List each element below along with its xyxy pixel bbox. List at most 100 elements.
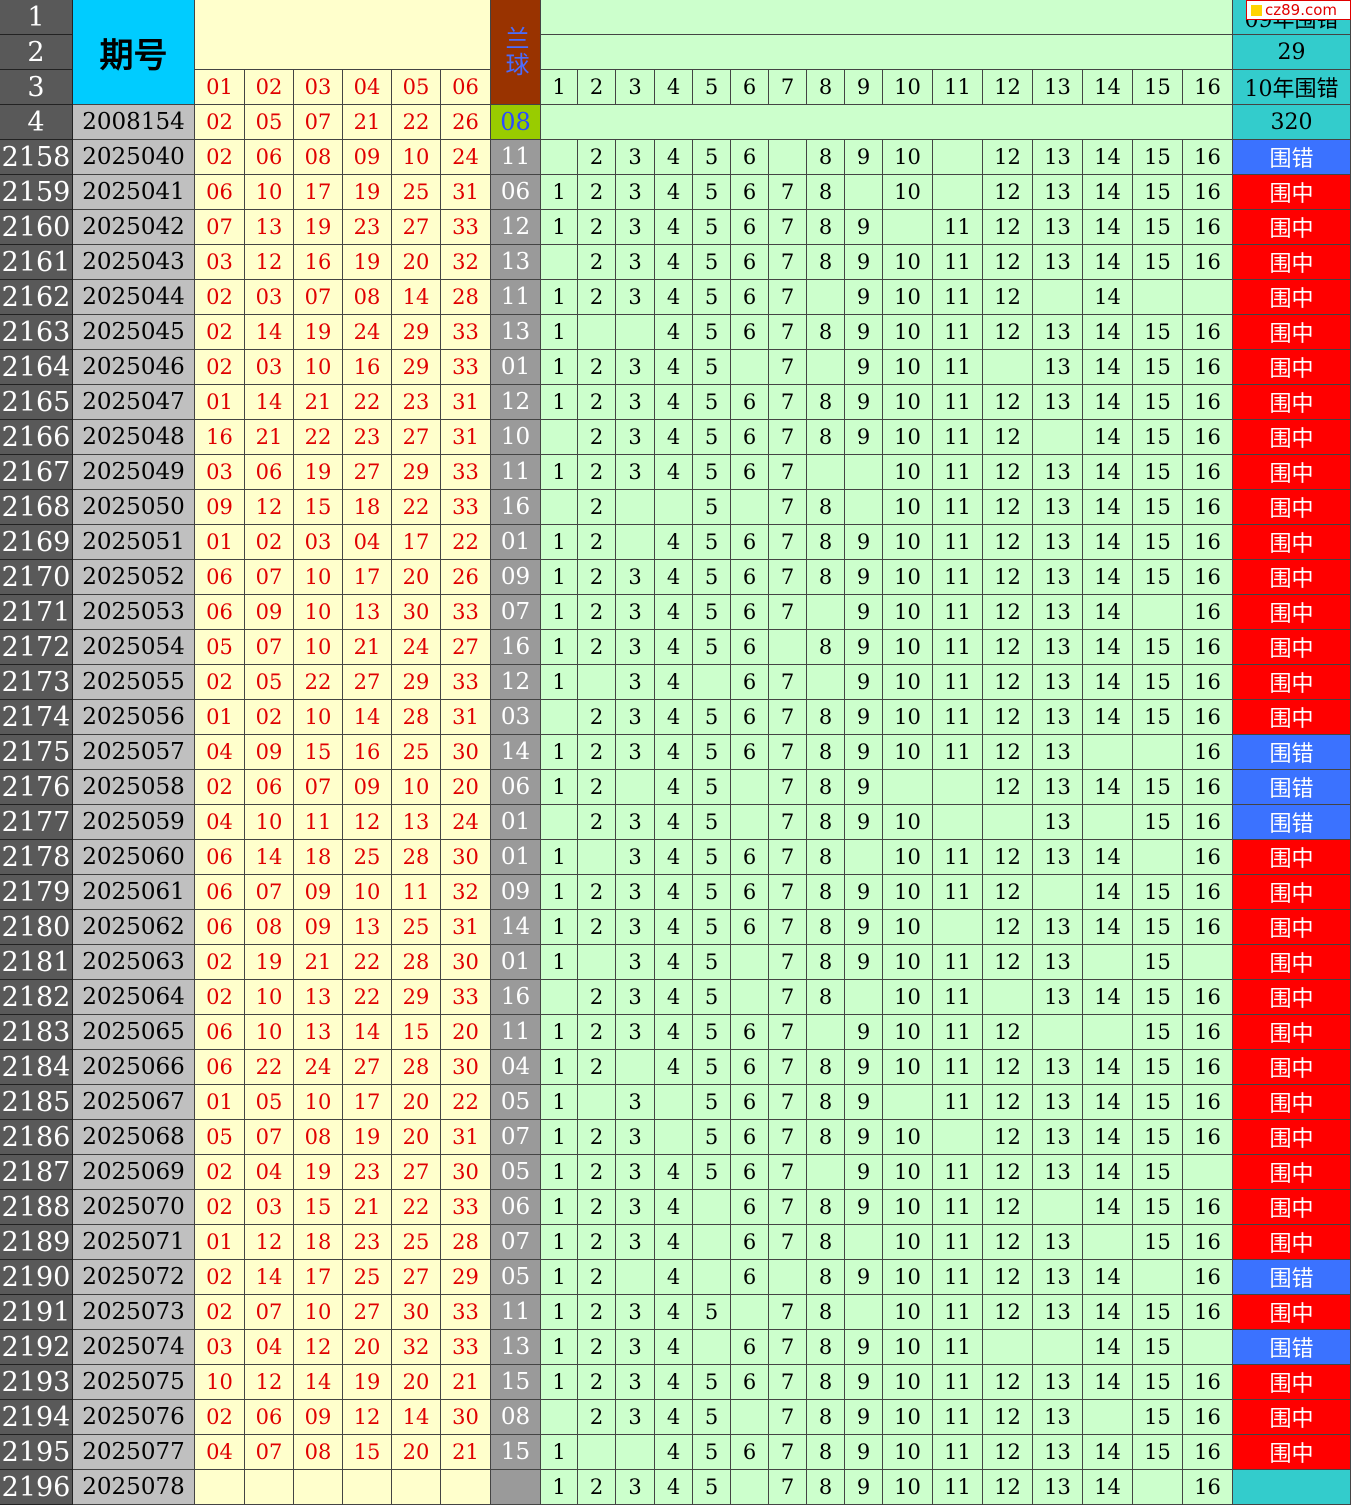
candidate-num-cell[interactable]: 13	[1033, 665, 1083, 700]
hit-status-cell[interactable]: 围中	[1233, 980, 1351, 1015]
candidate-num-cell[interactable]	[1083, 805, 1133, 840]
red-ball-cell[interactable]: 01	[195, 385, 245, 420]
candidate-num-cell[interactable]: 7	[769, 735, 807, 770]
period-cell[interactable]: 2025047	[73, 385, 195, 420]
candidate-num-cell[interactable]: 8	[807, 945, 845, 980]
red-ball-cell[interactable]: 01	[195, 1225, 245, 1260]
candidate-num-cell[interactable]: 5	[693, 595, 731, 630]
candidate-num-cell[interactable]: 8	[807, 1085, 845, 1120]
candidate-num-cell[interactable]: 10	[883, 630, 933, 665]
row-header[interactable]: 2158	[0, 140, 73, 175]
candidate-num-cell[interactable]: 14	[1083, 665, 1133, 700]
candidate-num-cell[interactable]: 7	[769, 910, 807, 945]
candidate-num-cell[interactable]	[693, 1260, 731, 1295]
candidate-num-cell[interactable]: 9	[845, 1365, 883, 1400]
candidate-num-cell[interactable]	[1033, 280, 1083, 315]
candidate-num-cell[interactable]: 16	[1183, 140, 1233, 175]
candidate-num-cell[interactable]: 15	[1133, 630, 1183, 665]
red-ball-cell[interactable]: 19	[343, 1120, 392, 1155]
candidate-num-cell[interactable]	[578, 665, 616, 700]
candidate-num-cell[interactable]: 10	[883, 385, 933, 420]
candidate-num-cell[interactable]: 7	[769, 280, 807, 315]
red-ball-cell[interactable]: 09	[195, 490, 245, 525]
candidate-num-cell[interactable]: 13	[1033, 1050, 1083, 1085]
red-ball-cell[interactable]: 10	[294, 630, 343, 665]
period-cell[interactable]: 2025049	[73, 455, 195, 490]
red-ball-cell[interactable]: 30	[441, 1400, 491, 1435]
period-cell[interactable]: 2025054	[73, 630, 195, 665]
red-ball-cell[interactable]: 04	[245, 1330, 294, 1365]
candidate-num-cell[interactable]: 7	[769, 665, 807, 700]
row-header[interactable]: 2183	[0, 1015, 73, 1050]
num-col-label[interactable]: 8	[807, 70, 845, 105]
candidate-num-cell[interactable]: 6	[731, 315, 769, 350]
candidate-num-cell[interactable]: 13	[1033, 140, 1083, 175]
candidate-num-cell[interactable]: 15	[1133, 1190, 1183, 1225]
candidate-num-cell[interactable]: 10	[883, 1470, 933, 1505]
num-col-label[interactable]: 16	[1183, 70, 1233, 105]
candidate-num-cell[interactable]: 11	[933, 1295, 983, 1330]
row-header[interactable]: 2169	[0, 525, 73, 560]
candidate-num-cell[interactable]: 8	[807, 805, 845, 840]
period-cell[interactable]: 2025078	[73, 1470, 195, 1505]
candidate-num-cell[interactable]: 4	[655, 140, 693, 175]
period-cell[interactable]: 2025056	[73, 700, 195, 735]
red-ball-cell[interactable]: 01	[195, 1085, 245, 1120]
red-ball-cell[interactable]: 19	[343, 175, 392, 210]
num-col-label[interactable]: 9	[845, 70, 883, 105]
candidate-num-cell[interactable]: 2	[578, 805, 616, 840]
candidate-num-cell[interactable]: 13	[1033, 805, 1083, 840]
candidate-num-cell[interactable]: 3	[616, 420, 655, 455]
hit-status-cell[interactable]: 围中	[1233, 1120, 1351, 1155]
candidate-num-cell[interactable]	[1133, 735, 1183, 770]
red-ball-cell[interactable]: 12	[245, 1365, 294, 1400]
row-header[interactable]: 2180	[0, 910, 73, 945]
blue-ball-cell[interactable]: 01	[491, 945, 541, 980]
candidate-num-cell[interactable]: 11	[933, 945, 983, 980]
red-ball-cell[interactable]: 25	[343, 1260, 392, 1295]
candidate-num-cell[interactable]: 15	[1133, 385, 1183, 420]
candidate-num-cell[interactable]: 10	[883, 1295, 933, 1330]
red-ball-cell[interactable]: 23	[343, 420, 392, 455]
candidate-num-cell[interactable]: 15	[1133, 1050, 1183, 1085]
candidate-num-cell[interactable]: 3	[616, 1190, 655, 1225]
red-ball-cell[interactable]: 09	[343, 770, 392, 805]
candidate-num-cell[interactable]	[731, 805, 769, 840]
candidate-num-cell[interactable]: 5	[693, 455, 731, 490]
candidate-num-cell[interactable]	[578, 1435, 616, 1470]
red-ball-cell[interactable]: 14	[245, 385, 294, 420]
candidate-num-cell[interactable]: 9	[845, 385, 883, 420]
candidate-num-cell[interactable]: 4	[655, 210, 693, 245]
red-ball-cell[interactable]: 30	[392, 1295, 441, 1330]
hit-status-cell[interactable]: 围中	[1233, 840, 1351, 875]
candidate-num-cell[interactable]: 16	[1183, 385, 1233, 420]
candidate-num-cell[interactable]: 6	[731, 875, 769, 910]
candidate-num-cell[interactable]	[541, 1400, 578, 1435]
candidate-num-cell[interactable]: 16	[1183, 490, 1233, 525]
red-ball-cell[interactable]: 17	[294, 1260, 343, 1295]
red-ball-cell[interactable]: 07	[294, 770, 343, 805]
candidate-num-cell[interactable]: 7	[769, 1295, 807, 1330]
candidate-num-cell[interactable]: 8	[807, 175, 845, 210]
candidate-num-cell[interactable]	[731, 980, 769, 1015]
candidate-num-cell[interactable]: 5	[693, 315, 731, 350]
period-cell[interactable]: 2025044	[73, 280, 195, 315]
candidate-num-cell[interactable]	[655, 1120, 693, 1155]
red-ball-cell[interactable]: 21	[245, 420, 294, 455]
candidate-num-cell[interactable]: 8	[807, 1120, 845, 1155]
hit-status-cell[interactable]: 围中	[1233, 910, 1351, 945]
blue-ball-cell[interactable]: 04	[491, 1050, 541, 1085]
candidate-num-cell[interactable]: 8	[807, 840, 845, 875]
row-header[interactable]: 2195	[0, 1435, 73, 1470]
red-ball-cell[interactable]: 23	[343, 210, 392, 245]
candidate-num-cell[interactable]: 12	[983, 1400, 1033, 1435]
candidate-num-cell[interactable]: 13	[1033, 560, 1083, 595]
candidate-num-cell[interactable]: 11	[933, 1155, 983, 1190]
candidate-num-cell[interactable]: 9	[845, 665, 883, 700]
red-ball-cell[interactable]: 21	[343, 1190, 392, 1225]
candidate-num-cell[interactable]: 11	[933, 525, 983, 560]
red-ball-cell[interactable]: 09	[343, 140, 392, 175]
candidate-num-cell[interactable]: 3	[616, 1330, 655, 1365]
candidate-num-cell[interactable]: 1	[541, 595, 578, 630]
red-ball-cell[interactable]: 12	[245, 1225, 294, 1260]
